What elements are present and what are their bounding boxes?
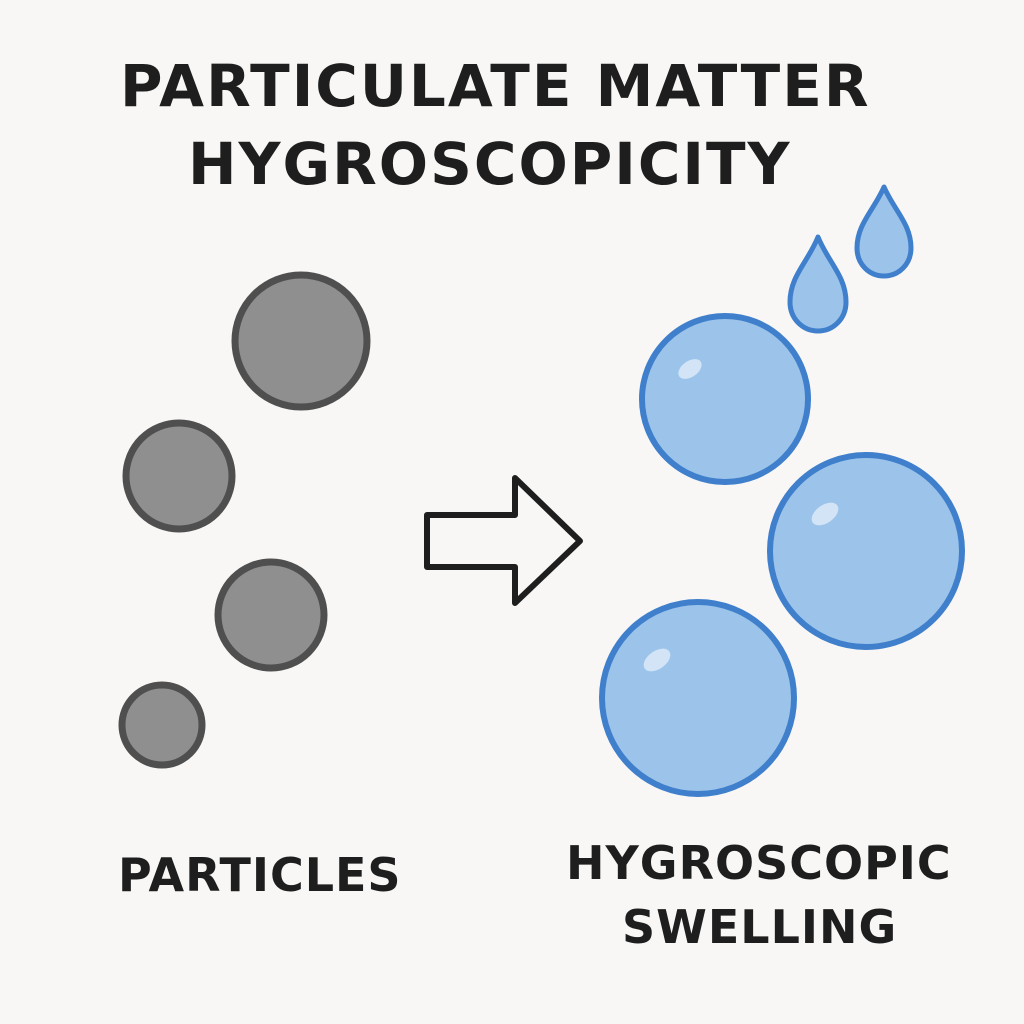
right-arrow-icon [424, 475, 583, 606]
water-drop-icon [787, 234, 849, 334]
particle-4 [118, 681, 206, 769]
particle-1 [231, 271, 371, 411]
title-line-1: PARTICULATE MATTER [120, 52, 871, 120]
water-drop-icon [854, 184, 914, 279]
particles-label: PARTICLES [118, 848, 402, 902]
droplet-1 [639, 313, 811, 485]
droplets-group [599, 313, 965, 797]
particle-2 [122, 419, 236, 533]
particle-3 [214, 558, 328, 672]
swelling-label-line-2: SWELLING [622, 900, 898, 954]
droplet-2 [767, 452, 965, 650]
droplet-3 [599, 599, 797, 797]
swelling-label-line-1: HYGROSCOPIC [566, 836, 952, 890]
particles-group [118, 271, 371, 769]
title-line-2: HYGROSCOPICITY [188, 130, 792, 198]
